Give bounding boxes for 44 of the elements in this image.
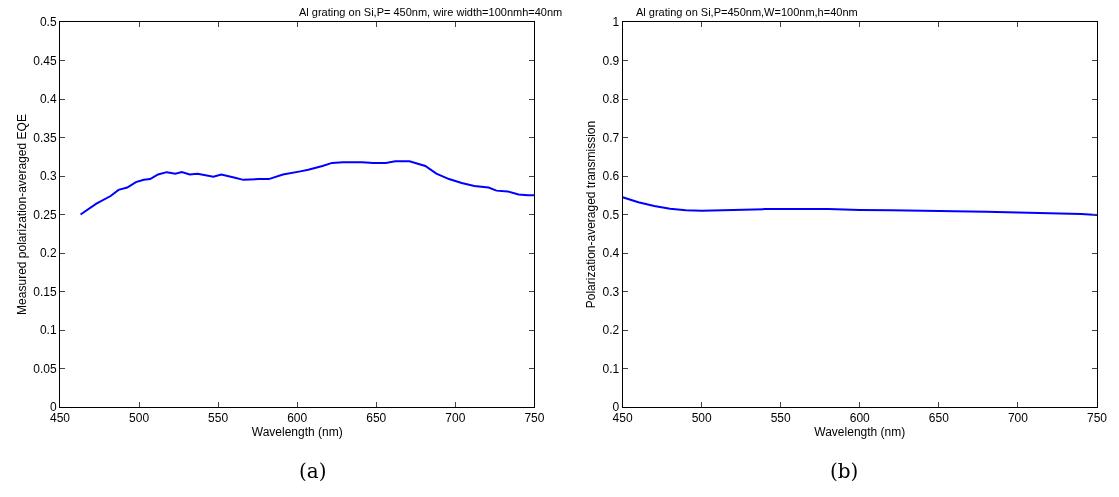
y-tick-label: 0.6 — [602, 169, 620, 184]
y-tick-label: 0.5 — [602, 207, 620, 222]
y-tick-label: 0.5 — [39, 15, 57, 30]
x-tick-label: 700 — [445, 411, 466, 426]
text: (b) — [830, 459, 859, 483]
line-series — [622, 196, 1097, 216]
y-tick-label: 1 — [612, 15, 620, 30]
x-tick-label: 750 — [1086, 411, 1108, 426]
text: (a) — [299, 459, 327, 483]
x-axis-title: Wavelength (nm) — [251, 425, 343, 440]
y-tick-label: 0.4 — [602, 246, 620, 261]
y-tick-label: 0.4 — [39, 92, 57, 107]
y-tick-label: 0.05 — [33, 361, 57, 376]
y-tick-label: 0.45 — [33, 53, 57, 68]
x-tick-label: 550 — [208, 411, 229, 426]
y-tick-label: 0.3 — [602, 284, 620, 299]
x-tick-label: 500 — [691, 411, 712, 426]
x-tick-label: 650 — [928, 411, 950, 426]
x-tick-label: 450 — [612, 411, 633, 426]
y-tick-label: 0.2 — [602, 323, 620, 338]
y-tick-label: 0.7 — [602, 130, 620, 145]
y-tick-label: 0.8 — [602, 92, 620, 107]
y-tick-label: 0.25 — [33, 207, 57, 222]
y-tick-label: 0.15 — [33, 284, 57, 299]
x-tick-label: 600 — [287, 411, 308, 426]
y-tick-label: 0.35 — [33, 130, 57, 145]
y-tick-label: 0.2 — [39, 246, 57, 261]
x-tick-label: 700 — [1007, 411, 1029, 426]
x-tick-label: 650 — [366, 411, 387, 426]
chart-title: Al grating on Si,P= 450nm, wire width=100nmh=40nm — [299, 6, 563, 18]
y-tick-label: 0.3 — [39, 169, 57, 184]
x-tick-label: 450 — [49, 411, 71, 426]
x-tick-label: 750 — [524, 411, 545, 426]
x-tick-label: 600 — [849, 411, 871, 426]
y-axis-title: Measured polarization-averaged EQE — [14, 114, 29, 315]
y-tick-label: 0.9 — [602, 53, 620, 68]
line-series — [79, 160, 535, 216]
y-tick-label: 0.1 — [602, 361, 620, 376]
x-axis-title: Wavelength (nm) — [814, 425, 906, 440]
chart-title: Al grating on Si,P=450nm,W=100nm,h=40nm — [636, 6, 858, 18]
x-tick-label: 550 — [770, 411, 792, 426]
y-tick-label: 0.1 — [39, 323, 57, 338]
y-axis-title: Polarization-averaged transmission — [583, 120, 598, 309]
x-tick-label: 500 — [129, 411, 150, 426]
